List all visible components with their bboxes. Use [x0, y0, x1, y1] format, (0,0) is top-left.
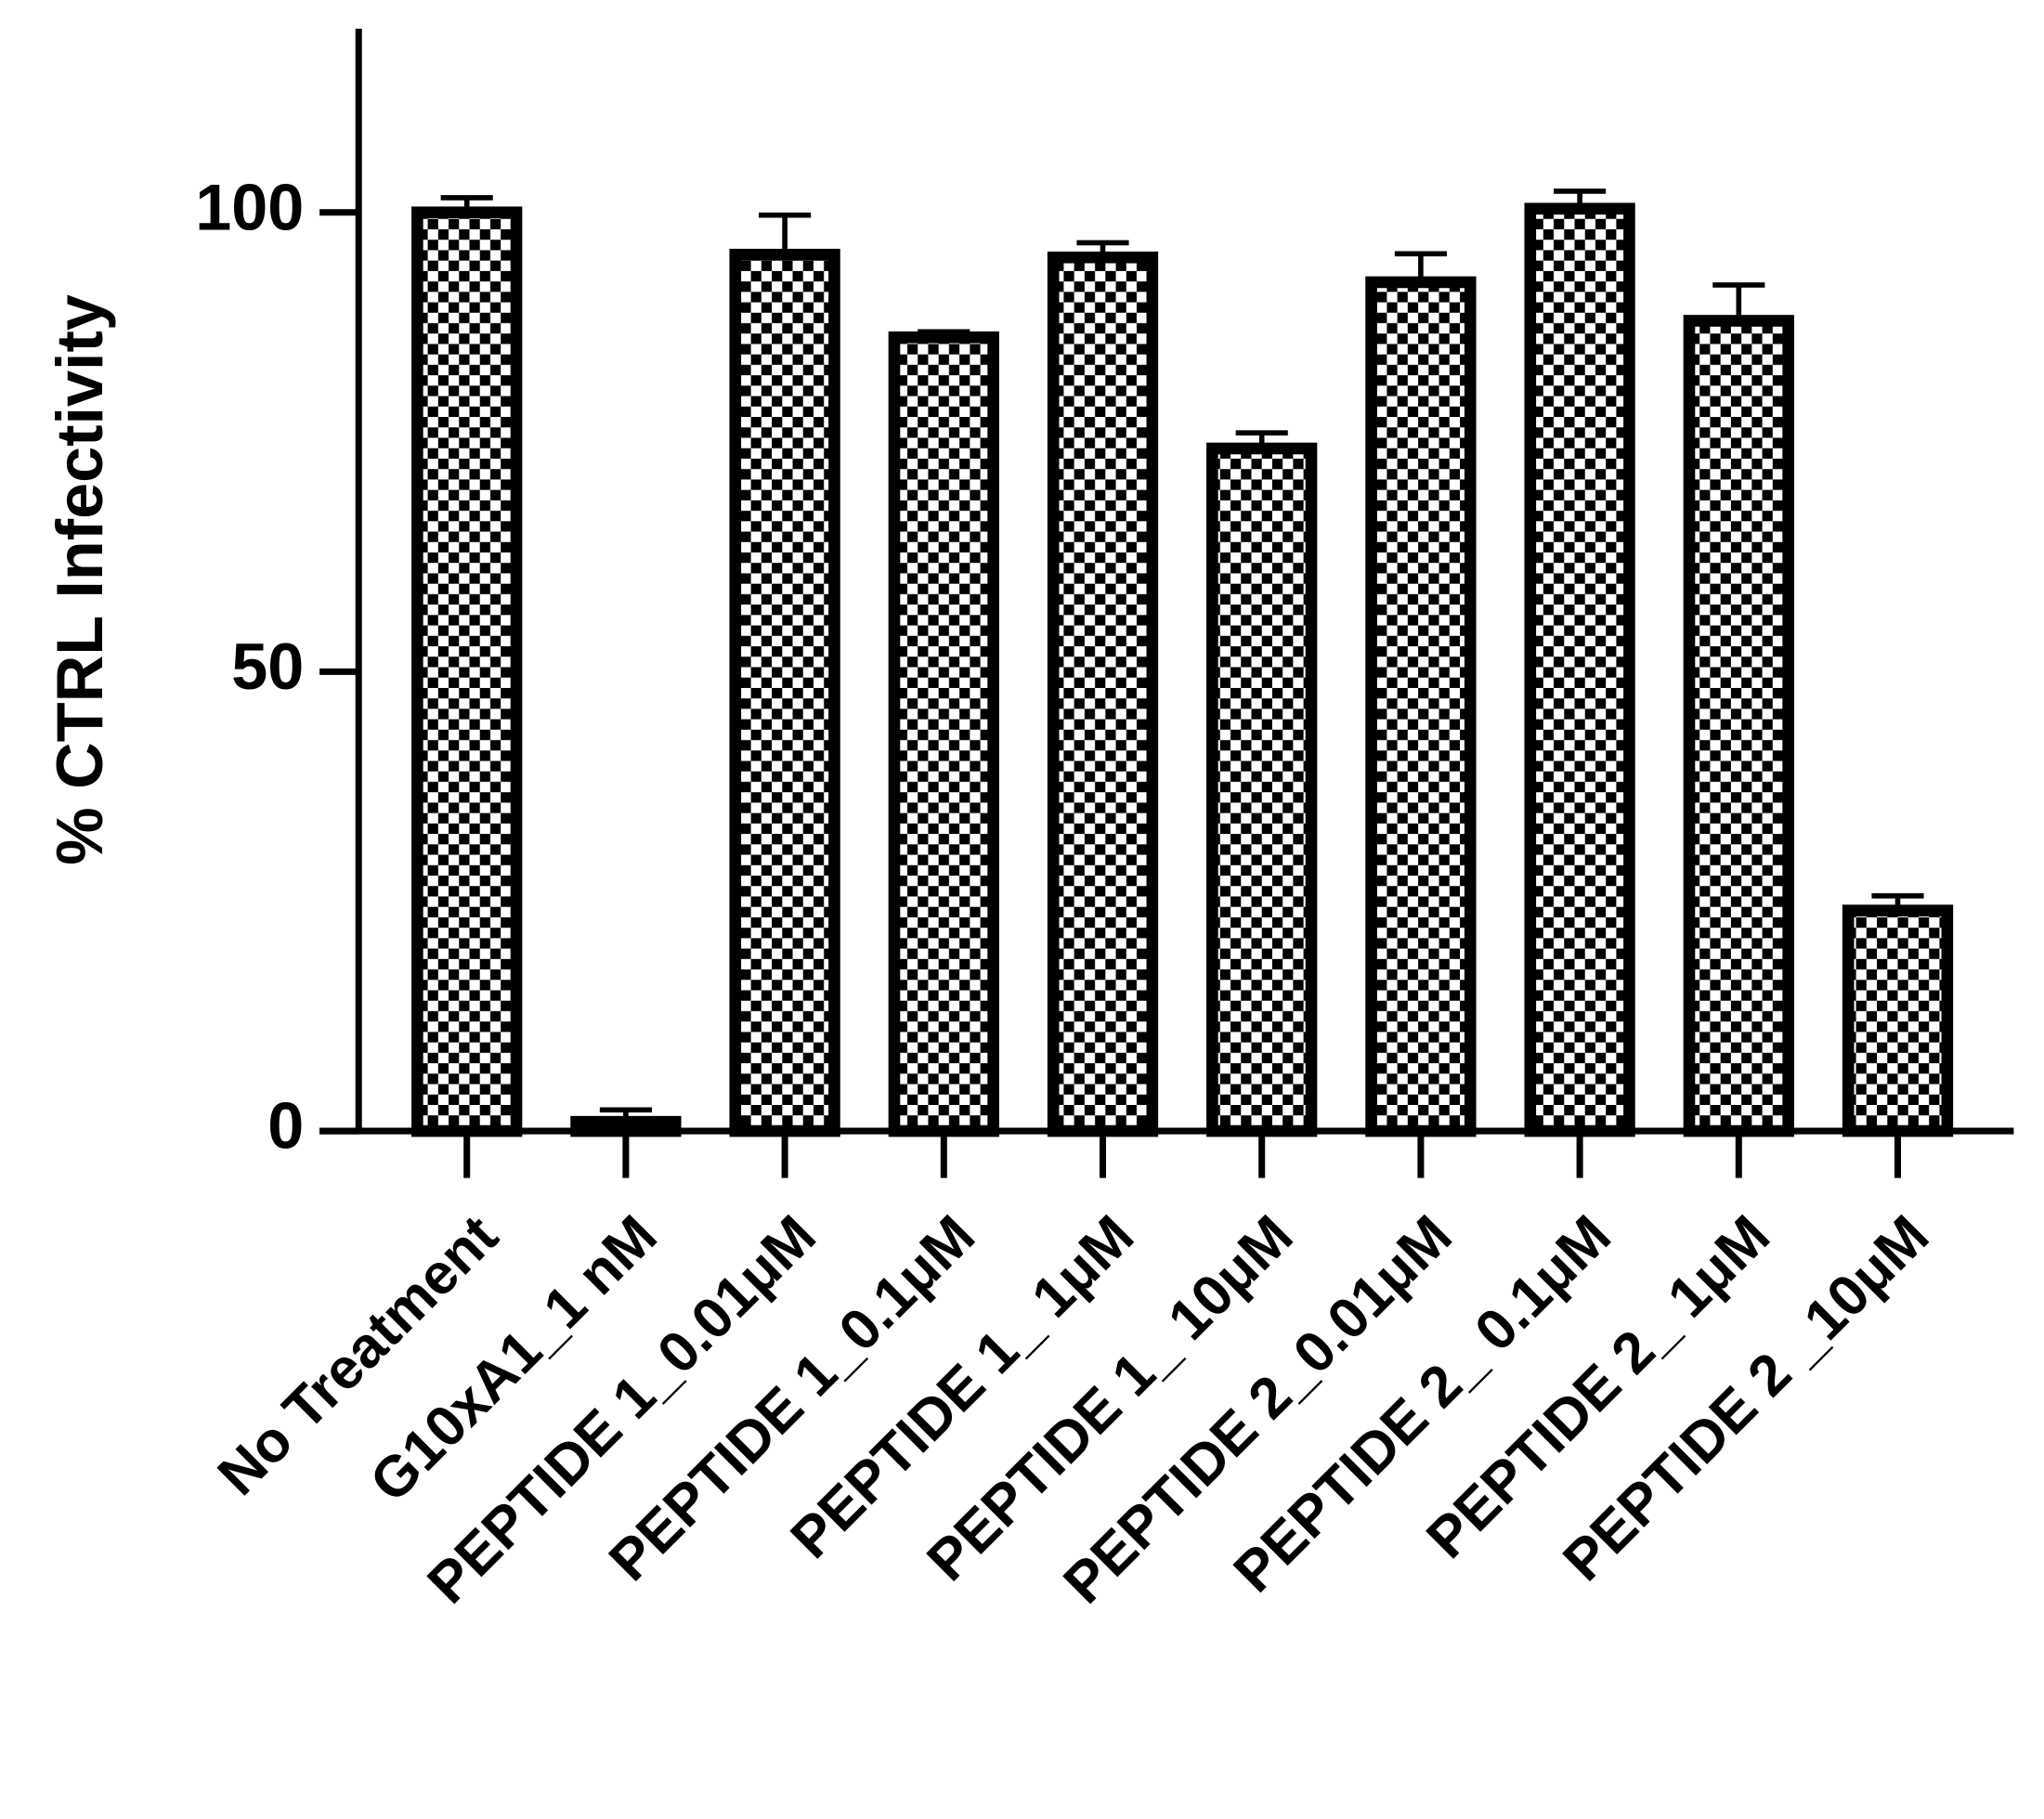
bar — [1365, 276, 1477, 1137]
bar — [1683, 315, 1794, 1137]
x-tick-label: G10xA1_1 nM — [358, 1203, 669, 1514]
bar — [411, 206, 523, 1137]
y-tick-label: 50 — [231, 630, 304, 703]
bar — [1524, 202, 1635, 1137]
bar — [1047, 251, 1159, 1137]
y-tick-label: 100 — [195, 170, 304, 243]
bar — [729, 248, 840, 1137]
y-axis-title: % CTRL Infectivity — [43, 294, 116, 865]
x-tick-label: No Treatment — [206, 1203, 511, 1508]
bar — [888, 331, 999, 1137]
bar — [1206, 442, 1318, 1137]
y-tick-label: 0 — [267, 1089, 304, 1163]
bar — [1842, 904, 1954, 1137]
